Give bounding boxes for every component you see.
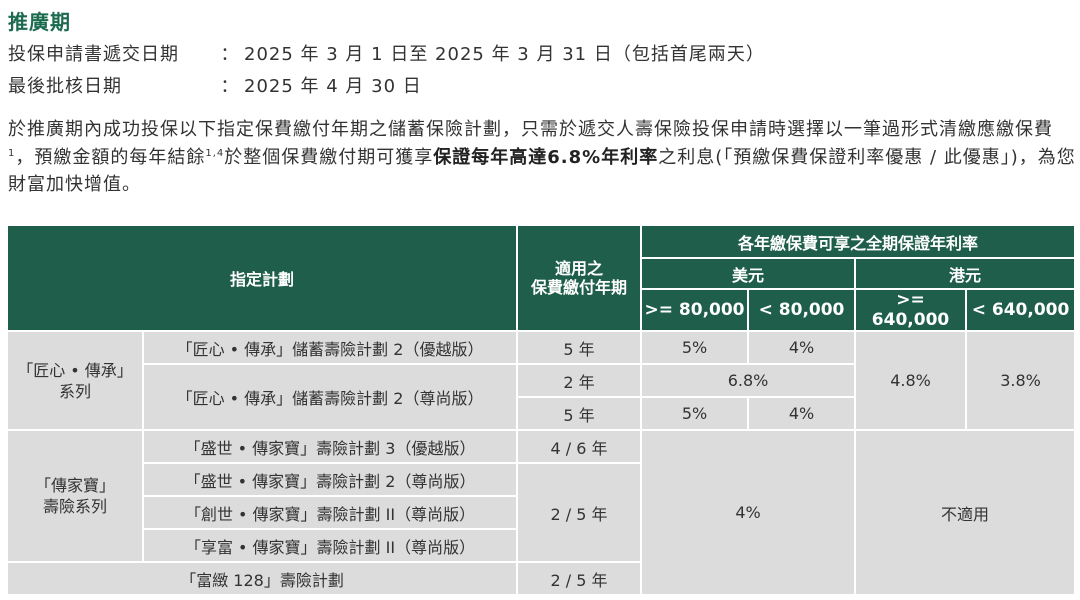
payment-period: 5 年 [516, 330, 643, 365]
approval-date-row: 最後批核日期 ： 2025 年 4 月 30 日 [8, 72, 422, 98]
table-row: 「富緻 128」壽險計劃 2 / 5 年 [5, 561, 1075, 596]
promotion-heading: 推廣期 [8, 10, 71, 34]
rate-cell: 4% [747, 396, 857, 431]
header-plan: 指定計劃 [5, 224, 519, 332]
table-row: 「創世 • 傳家寶」壽險計劃 II（尊尚版） [7, 495, 1075, 530]
rate-cell: 4.8% [854, 330, 968, 431]
header-hkd-high: >= 640,000 [854, 288, 968, 332]
colon: ： [220, 76, 240, 97]
series-line: 壽險系列 [42, 497, 107, 516]
rate-cell: 4% [640, 429, 857, 596]
header-payment-period: 適用之 保費繳付年期 [516, 224, 643, 332]
header-usd: 美元 [640, 257, 857, 290]
offer-description: 於推廣期內成功投保以下指定保費繳付年期之儲蓄保險計劃，只需於遞交人壽保險投保申請… [8, 116, 1076, 199]
plan-name: 「創世 • 傳家寶」壽險計劃 II（尊尚版） [141, 495, 519, 530]
approval-date-label: 最後批核日期 [8, 76, 122, 97]
interest-rate-table: 指定計劃 適用之 保費繳付年期 各年繳保費可享之全期保證年利率 美元 港元 >= … [5, 224, 1077, 596]
plan-name: 「匠心 • 傳承」儲蓄壽險計劃 2（優越版） [141, 330, 519, 365]
plan-name: 「享富 • 傳家寶」壽險計劃 II（尊尚版） [141, 528, 519, 563]
header-period-line: 保費繳付年期 [531, 278, 628, 297]
header-usd-high: >= 80,000 [640, 288, 750, 332]
application-date-value: 2025 年 3 月 1 日至 2025 年 3 月 31 日（包括首尾兩天） [244, 44, 765, 65]
plan-name: 「富緻 128」壽險計劃 [5, 561, 519, 596]
offer-text: ，預繳金額的每年結餘 [15, 146, 206, 168]
series-line: 「傳家寶」 [34, 476, 115, 495]
approval-date-value: 2025 年 4 月 30 日 [244, 76, 422, 97]
series-label: 「匠心 • 傳承」 系列 [6, 330, 144, 431]
plan-name: 「盛世 • 傳家寶」壽險計劃 3（優越版） [141, 429, 519, 464]
footnote-ref: 1,4 [205, 147, 225, 159]
table-row: 「匠心 • 傳承」儲蓄壽險計劃 2（尊尚版） 2 年 6.8% [7, 363, 1075, 431]
footnote-ref: 1 [8, 147, 16, 159]
series-label: 「傳家寶」 壽險系列 [6, 429, 144, 563]
rate-cell: 不適用 [854, 429, 1077, 596]
application-date-label: 投保申請書遞交日期 [8, 44, 179, 65]
series-line: 「匠心 • 傳承」 [17, 360, 133, 380]
table-row: 「傳家寶」 壽險系列 「盛世 • 傳家寶」壽險計劃 3（優越版） 4 / 6 年 … [6, 429, 1077, 596]
payment-period: 5 年 [516, 396, 643, 431]
plan-name: 「匠心 • 傳承」儲蓄壽險計劃 2（尊尚版） [141, 363, 519, 431]
payment-period: 2 年 [516, 363, 643, 398]
colon: ： [220, 44, 240, 65]
table-row: 「享富 • 傳家寶」壽險計劃 II（尊尚版） [7, 528, 1075, 563]
rate-cell: 5% [640, 396, 750, 431]
rate-cell: 3.8% [965, 330, 1077, 431]
header-rate-group: 各年繳保費可享之全期保證年利率 [640, 224, 1077, 259]
payment-period: 2 / 5 年 [516, 561, 643, 596]
header-usd-low: < 80,000 [747, 288, 857, 332]
rate-cell: 5% [640, 330, 750, 365]
rate-cell: 4% [747, 330, 857, 365]
plan-name: 「盛世 • 傳家寶」壽險計劃 2（尊尚版） [141, 462, 519, 497]
offer-text: 之利息(「預繳保費保證利率優惠 / 此優惠」)，為您財富加快增值。 [8, 146, 1076, 196]
table-row: 「匠心 • 傳承」 系列 「匠心 • 傳承」儲蓄壽險計劃 2（優越版） 5 年 5… [6, 330, 1077, 431]
table-row: 「盛世 • 傳家寶」壽險計劃 2（尊尚版） 2 / 5 年 [7, 462, 1075, 563]
series-line: 系列 [58, 381, 91, 401]
payment-period: 2 / 5 年 [516, 462, 643, 563]
offer-text: 於推廣期內成功投保以下指定保費繳付年期之儲蓄保險計劃，只需於遞交人壽保險投保申請… [8, 119, 1053, 140]
application-date-row: 投保申請書遞交日期 ： 2025 年 3 月 1 日至 2025 年 3 月 31 … [8, 40, 765, 66]
offer-highlight: 保證每年高達6.8%年利率 [433, 146, 659, 168]
payment-period: 4 / 6 年 [516, 429, 643, 464]
header-period-line: 適用之 [555, 259, 604, 278]
header-hkd-low: < 640,000 [965, 288, 1077, 332]
rate-cell: 6.8% [640, 363, 857, 398]
table-row: 5 年 5% 4% [7, 396, 1075, 431]
header-hkd: 港元 [854, 257, 1077, 290]
offer-text: 於整個保費繳付期可獲享 [224, 146, 434, 168]
